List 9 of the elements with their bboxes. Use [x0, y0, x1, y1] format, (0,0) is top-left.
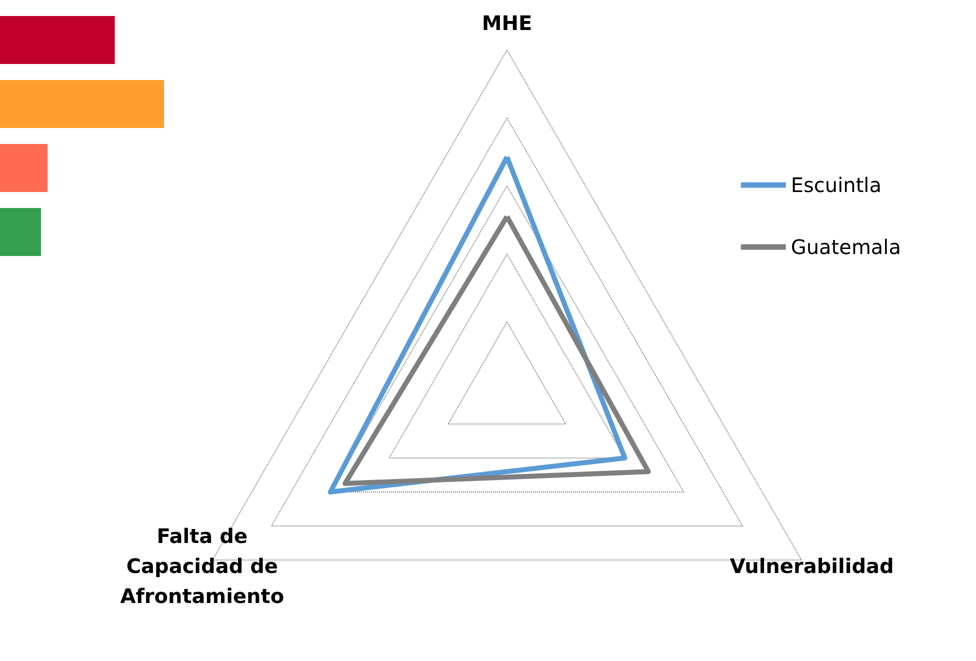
spoke-label: MHE [482, 11, 532, 35]
legend-label: Guatemala [790, 235, 902, 259]
bar [0, 144, 48, 192]
bar [0, 16, 115, 64]
bar [0, 208, 41, 256]
spoke-label: Vulnerabilidad [730, 554, 894, 578]
spoke-label: Falta de Capacidad de Afrontamiento [120, 524, 284, 608]
legend-label: Escuintla [790, 173, 882, 197]
bar [0, 80, 164, 128]
